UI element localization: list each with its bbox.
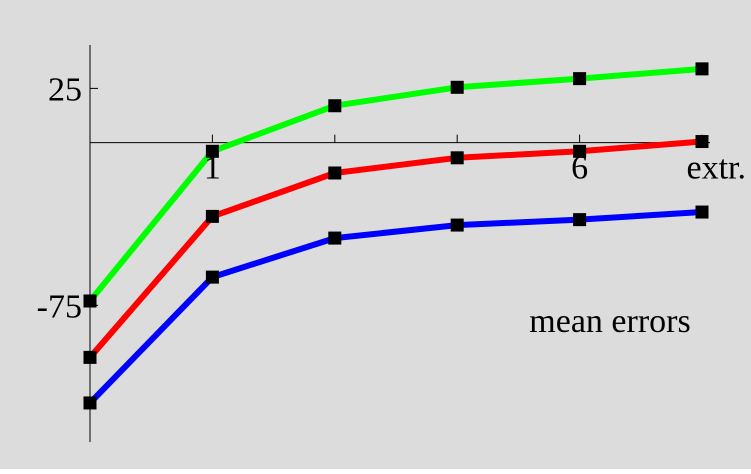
chart-annotation: mean errors [529, 303, 690, 340]
series-line-1 [87, 138, 705, 361]
series-1-point-0 [83, 350, 97, 364]
series-2-point-0 [83, 396, 97, 410]
series-2-point-4 [573, 213, 587, 227]
series-1-point-1 [205, 209, 219, 223]
tick-labels: 25 -75 1 6 extr. [37, 71, 746, 325]
x-tick-label-4: 6 [571, 150, 588, 187]
series-0-point-3 [450, 80, 464, 94]
x-tick-label-1: 1 [204, 150, 221, 187]
series-0-point-5 [695, 62, 709, 76]
series-1-point-4 [573, 144, 587, 158]
series-0-point-4 [573, 72, 587, 86]
series-1-point-3 [450, 151, 464, 165]
series-line-2 [87, 209, 705, 406]
y-tick-label-1: -75 [37, 288, 82, 325]
series-2-point-5 [695, 205, 709, 219]
series-markers [83, 62, 709, 410]
y-tick-label-0: 25 [48, 71, 82, 108]
series-0-point-2 [328, 99, 342, 113]
x-tick-label-5: extr. [687, 150, 746, 187]
series-2-point-3 [450, 218, 464, 232]
series-1-point-5 [695, 135, 709, 149]
series-2-point-1 [205, 270, 219, 284]
series-0-point-0 [83, 294, 97, 308]
series-2-point-2 [328, 231, 342, 245]
series-line-0 [87, 65, 705, 304]
series-lines [87, 65, 705, 406]
series-0-point-1 [205, 144, 219, 158]
series-1-point-2 [328, 166, 342, 180]
